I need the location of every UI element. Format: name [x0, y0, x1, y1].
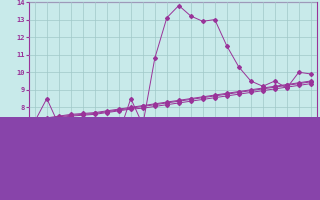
- X-axis label: Windchill (Refroidissement éolien,°C): Windchill (Refroidissement éolien,°C): [87, 171, 258, 180]
